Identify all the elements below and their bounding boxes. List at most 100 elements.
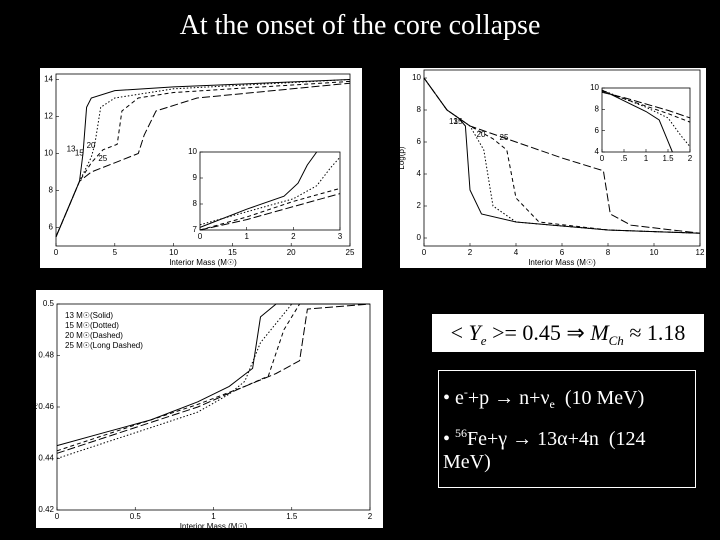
text-segment: <: [450, 320, 469, 345]
y-tick-label: 0.5: [43, 299, 55, 308]
x-tick-label: 15: [228, 248, 237, 257]
plot-frame: [601, 87, 691, 153]
x-tick-label: 1: [244, 232, 249, 241]
y-axis-label: Log(R): [29, 147, 38, 172]
x-tick-label: 0.5: [130, 512, 142, 521]
text-segment: Y: [468, 320, 481, 345]
x-tick-label: 0: [422, 248, 427, 257]
y-tick-label: 0.46: [38, 402, 54, 411]
x-tick-label: 2: [291, 232, 296, 241]
series-line: [199, 151, 318, 228]
text-segment: • e: [443, 387, 464, 409]
series-line: [423, 77, 701, 234]
x-tick-label: 12: [696, 248, 705, 257]
x-axis-label: Interior Mass (M☉): [169, 258, 237, 267]
y-tick-label: 6: [417, 137, 422, 146]
text-segment: •: [443, 428, 456, 450]
y-tick-label: 12: [44, 112, 53, 121]
x-tick-label: .5: [621, 154, 628, 163]
series-line: [199, 187, 341, 231]
x-tick-label: 2: [468, 248, 473, 257]
text-segment: Ch: [608, 333, 624, 348]
y-tick-label: 2: [417, 201, 422, 210]
text-segment: ≈ 1.18: [623, 320, 686, 345]
x-axis-label: Interior Mass (M☉): [528, 258, 596, 267]
x-tick-label: 1.5: [286, 512, 298, 521]
curve-label: 20: [477, 130, 486, 139]
series-line: [56, 303, 370, 447]
text-segment: 56: [455, 426, 468, 440]
text-segment: +p → n+ν: [467, 387, 550, 409]
x-tick-label: 20: [287, 248, 296, 257]
series-line: [199, 193, 341, 231]
series-line: [601, 89, 673, 153]
x-tick-label: 8: [606, 248, 611, 257]
y-tick-label: 9: [193, 173, 198, 182]
x-tick-label: 0: [198, 232, 203, 241]
plot-frame: [56, 303, 371, 511]
text-segment: e: [480, 333, 487, 348]
curve-label: 20: [87, 141, 96, 150]
y-tick-label: 0.44: [38, 454, 54, 463]
y-tick-label: 8: [49, 186, 54, 195]
bullet: • 56Fe+γ → 13α+4n (124 MeV): [443, 426, 691, 474]
series-line: [56, 303, 371, 454]
legend-entry: 20 M☉(Dashed): [65, 331, 123, 340]
series-line: [601, 91, 691, 119]
x-tick-label: 25: [346, 248, 355, 257]
bullet-box: • e-+p → n+νe (10 MeV) • 56Fe+γ → 13α+4n …: [438, 370, 696, 488]
x-tick-label: 10: [169, 248, 178, 257]
x-tick-label: 0: [55, 512, 60, 521]
curve-label: 25: [98, 154, 107, 163]
curve-label: 25: [500, 133, 509, 142]
x-tick-label: 5: [113, 248, 118, 257]
text-segment: M: [590, 320, 609, 345]
y-tick-label: 8: [595, 104, 600, 113]
equation: < Ye >= 0.45 ⇒ MCh ≈ 1.18: [432, 314, 704, 352]
x-tick-label: 2: [688, 154, 693, 163]
series-line: [55, 82, 351, 237]
y-axis-label: Yₑ: [30, 403, 39, 411]
x-tick-label: 2: [368, 512, 373, 521]
y-tick-label: 4: [417, 169, 422, 178]
y-tick-label: 0.42: [38, 505, 54, 514]
text-segment: -: [463, 385, 468, 399]
x-tick-label: 3: [338, 232, 343, 241]
series-line: [423, 77, 701, 234]
y-tick-label: 4: [595, 147, 600, 156]
text-segment: Fe+γ → 13α+4n (124 MeV): [443, 428, 651, 473]
curve-label: 13: [449, 117, 458, 126]
y-tick-label: 8: [193, 199, 198, 208]
curve-label: 15: [75, 148, 84, 157]
text-segment: e: [549, 397, 555, 411]
legend-entry: 13 M☉(Solid): [65, 311, 113, 320]
text-segment: (10 MeV): [554, 387, 645, 409]
y-tick-label: 0.48: [38, 351, 54, 360]
y-tick-label: 6: [595, 126, 600, 135]
curve-label: 15: [454, 117, 463, 126]
x-tick-label: 0: [54, 248, 59, 257]
text-segment: >= 0.45 ⇒: [486, 320, 591, 345]
legend-entry: 15 M☉(Dotted): [65, 321, 119, 330]
legend-entry: 25 M☉(Long Dashed): [65, 341, 143, 350]
x-tick-label: 4: [514, 248, 519, 257]
x-tick-label: 1: [644, 154, 649, 163]
x-tick-label: 1.5: [662, 154, 674, 163]
y-tick-label: 10: [590, 83, 599, 92]
y-tick-label: 10: [412, 73, 421, 82]
x-tick-label: 6: [560, 248, 565, 257]
y-tick-label: 0: [417, 233, 422, 242]
slide-title: At the onset of the core collapse: [179, 10, 541, 41]
y-axis-label: Log(ρ): [397, 146, 406, 170]
bullet: • e-+p → n+νe (10 MeV): [443, 385, 691, 412]
y-tick-label: 6: [49, 223, 54, 232]
y-tick-label: 14: [44, 75, 53, 84]
x-tick-label: 0: [600, 154, 605, 163]
y-tick-label: 7: [193, 225, 198, 234]
plot-frame: [199, 151, 341, 231]
y-tick-label: 10: [44, 149, 53, 158]
x-tick-label: 1: [211, 512, 216, 521]
series-line: [423, 77, 701, 234]
y-tick-label: 10: [188, 147, 197, 156]
